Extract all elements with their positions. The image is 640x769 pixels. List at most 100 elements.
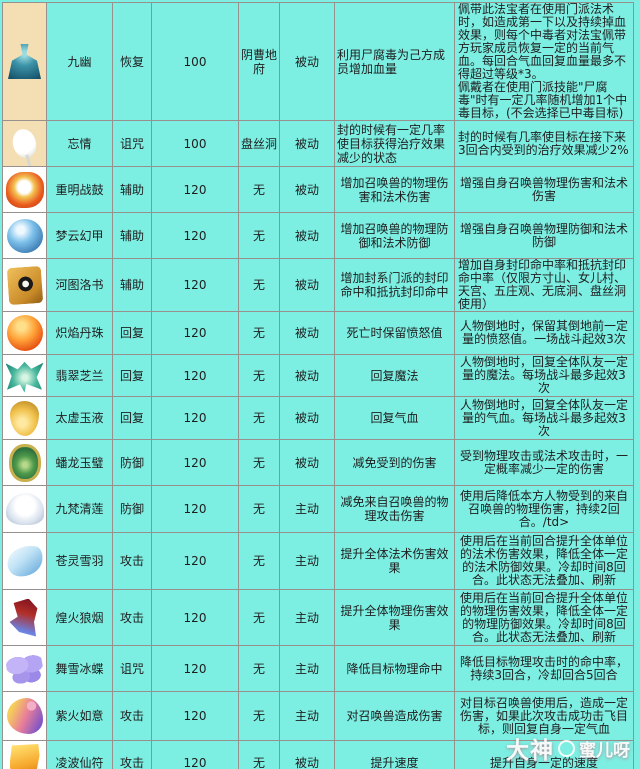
item-name: 九梵清莲: [46, 485, 113, 533]
item-location: 无: [238, 645, 280, 692]
table-row: 忘情 诅咒 100 盘丝洞 被动 封的时候有一定几率使目标获得治疗效果减少的状态…: [2, 120, 634, 167]
item-icon-cell: [2, 396, 47, 440]
item-type: 攻击: [112, 740, 152, 769]
item-name: 翡翠芝兰: [46, 354, 113, 397]
item-type: 辅助: [112, 258, 152, 312]
mirror-icon: [9, 126, 40, 161]
snow-feather-icon: [5, 542, 44, 580]
table-row: 凌波仙符 攻击 120 无 被动 提升速度 提升自身一定的速度: [2, 740, 634, 769]
item-level: 120: [151, 589, 239, 646]
item-name: 梦云幻甲: [46, 212, 113, 259]
item-detail: 提升自身一定的速度: [454, 740, 634, 769]
item-effect: 死亡时保留愤怒值: [334, 311, 455, 355]
item-type: 防御: [112, 485, 152, 533]
item-icon-cell: [2, 120, 47, 167]
item-icon-cell: [2, 258, 47, 312]
table-row: 九梵清莲 防御 120 无 主动 减免来自召唤兽的物理攻击伤害 使用后降低本方人…: [2, 485, 634, 533]
item-name: 河图洛书: [46, 258, 113, 312]
item-location: 无: [238, 691, 280, 741]
item-type: 防御: [112, 439, 152, 486]
item-location: 盘丝洞: [238, 120, 280, 167]
item-location: 无: [238, 439, 280, 486]
item-mode: 被动: [279, 166, 335, 213]
item-mode: 被动: [279, 740, 335, 769]
item-name: 煌火狼烟: [46, 589, 113, 646]
item-detail: 人物倒地时，保留其倒地前一定量的愤怒值。一场战斗起效3次: [454, 311, 634, 355]
item-location: 无: [238, 589, 280, 646]
item-type: 回复: [112, 311, 152, 355]
item-type: 攻击: [112, 589, 152, 646]
table-row: 舞雪冰蝶 诅咒 120 无 主动 降低目标物理命中 降低目标物理攻击时的命中率，…: [2, 645, 634, 692]
item-effect: 提升全体法术伤害效果: [334, 532, 455, 590]
watermark-brand: 大神: [506, 738, 554, 764]
item-effect: 对召唤兽造成伤害: [334, 691, 455, 741]
item-mode: 被动: [279, 120, 335, 167]
item-location: 无: [238, 212, 280, 259]
item-icon-cell: [2, 212, 47, 259]
taiji-scroll-icon: [6, 265, 43, 305]
item-name: 九幽: [46, 2, 113, 121]
item-location: 无: [238, 166, 280, 213]
item-effect: 增加召唤兽的物理伤害和法术伤害: [334, 166, 455, 213]
item-level: 120: [151, 311, 239, 355]
item-type: 诅咒: [112, 120, 152, 167]
item-icon-cell: [2, 2, 47, 121]
item-icon-cell: [2, 645, 47, 692]
item-detail: 受到物理攻击或法术攻击时，一定概率减少一定的伤害: [454, 439, 634, 486]
item-effect: 封的时候有一定几率使目标获得治疗效果减少的状态: [334, 120, 455, 167]
item-level: 120: [151, 485, 239, 533]
table-row: 炽焰丹珠 回复 120 无 被动 死亡时保留愤怒值 人物倒地时，保留其倒地前一定…: [2, 311, 634, 355]
item-level: 100: [151, 2, 239, 121]
item-level: 120: [151, 166, 239, 213]
item-level: 120: [151, 258, 239, 312]
table-row: 九幽 恢复 100 阴曹地府 被动 利用尸腐毒为己方成员增加血量 佩带此法宝者在…: [2, 2, 634, 121]
fire-smoke-icon: [9, 598, 38, 637]
item-icon-cell: [2, 354, 47, 397]
item-detail: 增加自身封印命中率和抵抗封印命中率（仅限方寸山、女儿村、天宫、五庄观、无底洞、盘…: [454, 258, 634, 312]
item-name: 忘情: [46, 120, 113, 167]
item-effect: 减免受到的伤害: [334, 439, 455, 486]
item-effect: 降低目标物理命中: [334, 645, 455, 692]
item-detail: 降低目标物理攻击时的命中率，持续3回合，冷却回合5回合: [454, 645, 634, 692]
item-icon-cell: [2, 691, 47, 741]
cloud-armor-icon: [6, 218, 43, 253]
lotus-icon: [5, 493, 44, 525]
item-type: 诅咒: [112, 645, 152, 692]
item-effect: 回复魔法: [334, 354, 455, 397]
watermark-user: 蜜儿呀: [579, 740, 630, 761]
item-detail: 佩带此法宝者在使用门派法术时，如造成第一下以及持续掉血效果，则每个中毒者对法宝佩…: [454, 2, 634, 121]
item-mode: 主动: [279, 485, 335, 533]
item-name: 苍灵雪羽: [46, 532, 113, 590]
table-row: 煌火狼烟 攻击 120 无 主动 提升全体物理伤害效果 使用后在当前回合提升全体…: [2, 589, 634, 646]
item-detail: 人物倒地时，回复全体队友一定量的气血。每场战斗最多起效3次: [454, 396, 634, 440]
item-level: 100: [151, 120, 239, 167]
item-level: 120: [151, 645, 239, 692]
talisman-icon: [9, 744, 40, 769]
gourd-icon: [10, 400, 39, 436]
table-row: 蟠龙玉璧 防御 120 无 被动 减免受到的伤害 受到物理攻击或法术攻击时，一定…: [2, 439, 634, 486]
item-detail: 封的时候有几率使目标在接下来3回合内受到的治疗效果减少2%: [454, 120, 634, 167]
item-name: 舞雪冰蝶: [46, 645, 113, 692]
item-effect: 增加召唤兽的物理防御和法术防御: [334, 212, 455, 259]
item-location: 无: [238, 311, 280, 355]
item-name: 凌波仙符: [46, 740, 113, 769]
item-name: 太虚玉液: [46, 396, 113, 440]
item-type: 恢复: [112, 2, 152, 121]
item-location: 无: [238, 485, 280, 533]
item-detail: 使用后降低本方人物受到的来自召唤兽的物理伤害，持续2回合。/td>: [454, 485, 634, 533]
ice-butterfly-icon: [3, 649, 46, 688]
item-level: 120: [151, 212, 239, 259]
item-detail: 增强自身召唤兽物理伤害和法术伤害: [454, 166, 634, 213]
item-mode: 被动: [279, 439, 335, 486]
item-level: 120: [151, 354, 239, 397]
table-row: 紫火如意 攻击 120 无 主动 对召唤兽造成伤害 对目标召唤兽使用后，造成一定…: [2, 691, 634, 741]
item-icon-cell: [2, 439, 47, 486]
item-mode: 被动: [279, 258, 335, 312]
item-icon-cell: [2, 589, 47, 646]
dashen-logo-icon: [558, 739, 575, 757]
item-location: 无: [238, 532, 280, 590]
item-mode: 被动: [279, 212, 335, 259]
flame-orb-icon: [6, 315, 43, 351]
item-location: 阴曹地府: [238, 2, 280, 121]
item-mode: 被动: [279, 396, 335, 440]
